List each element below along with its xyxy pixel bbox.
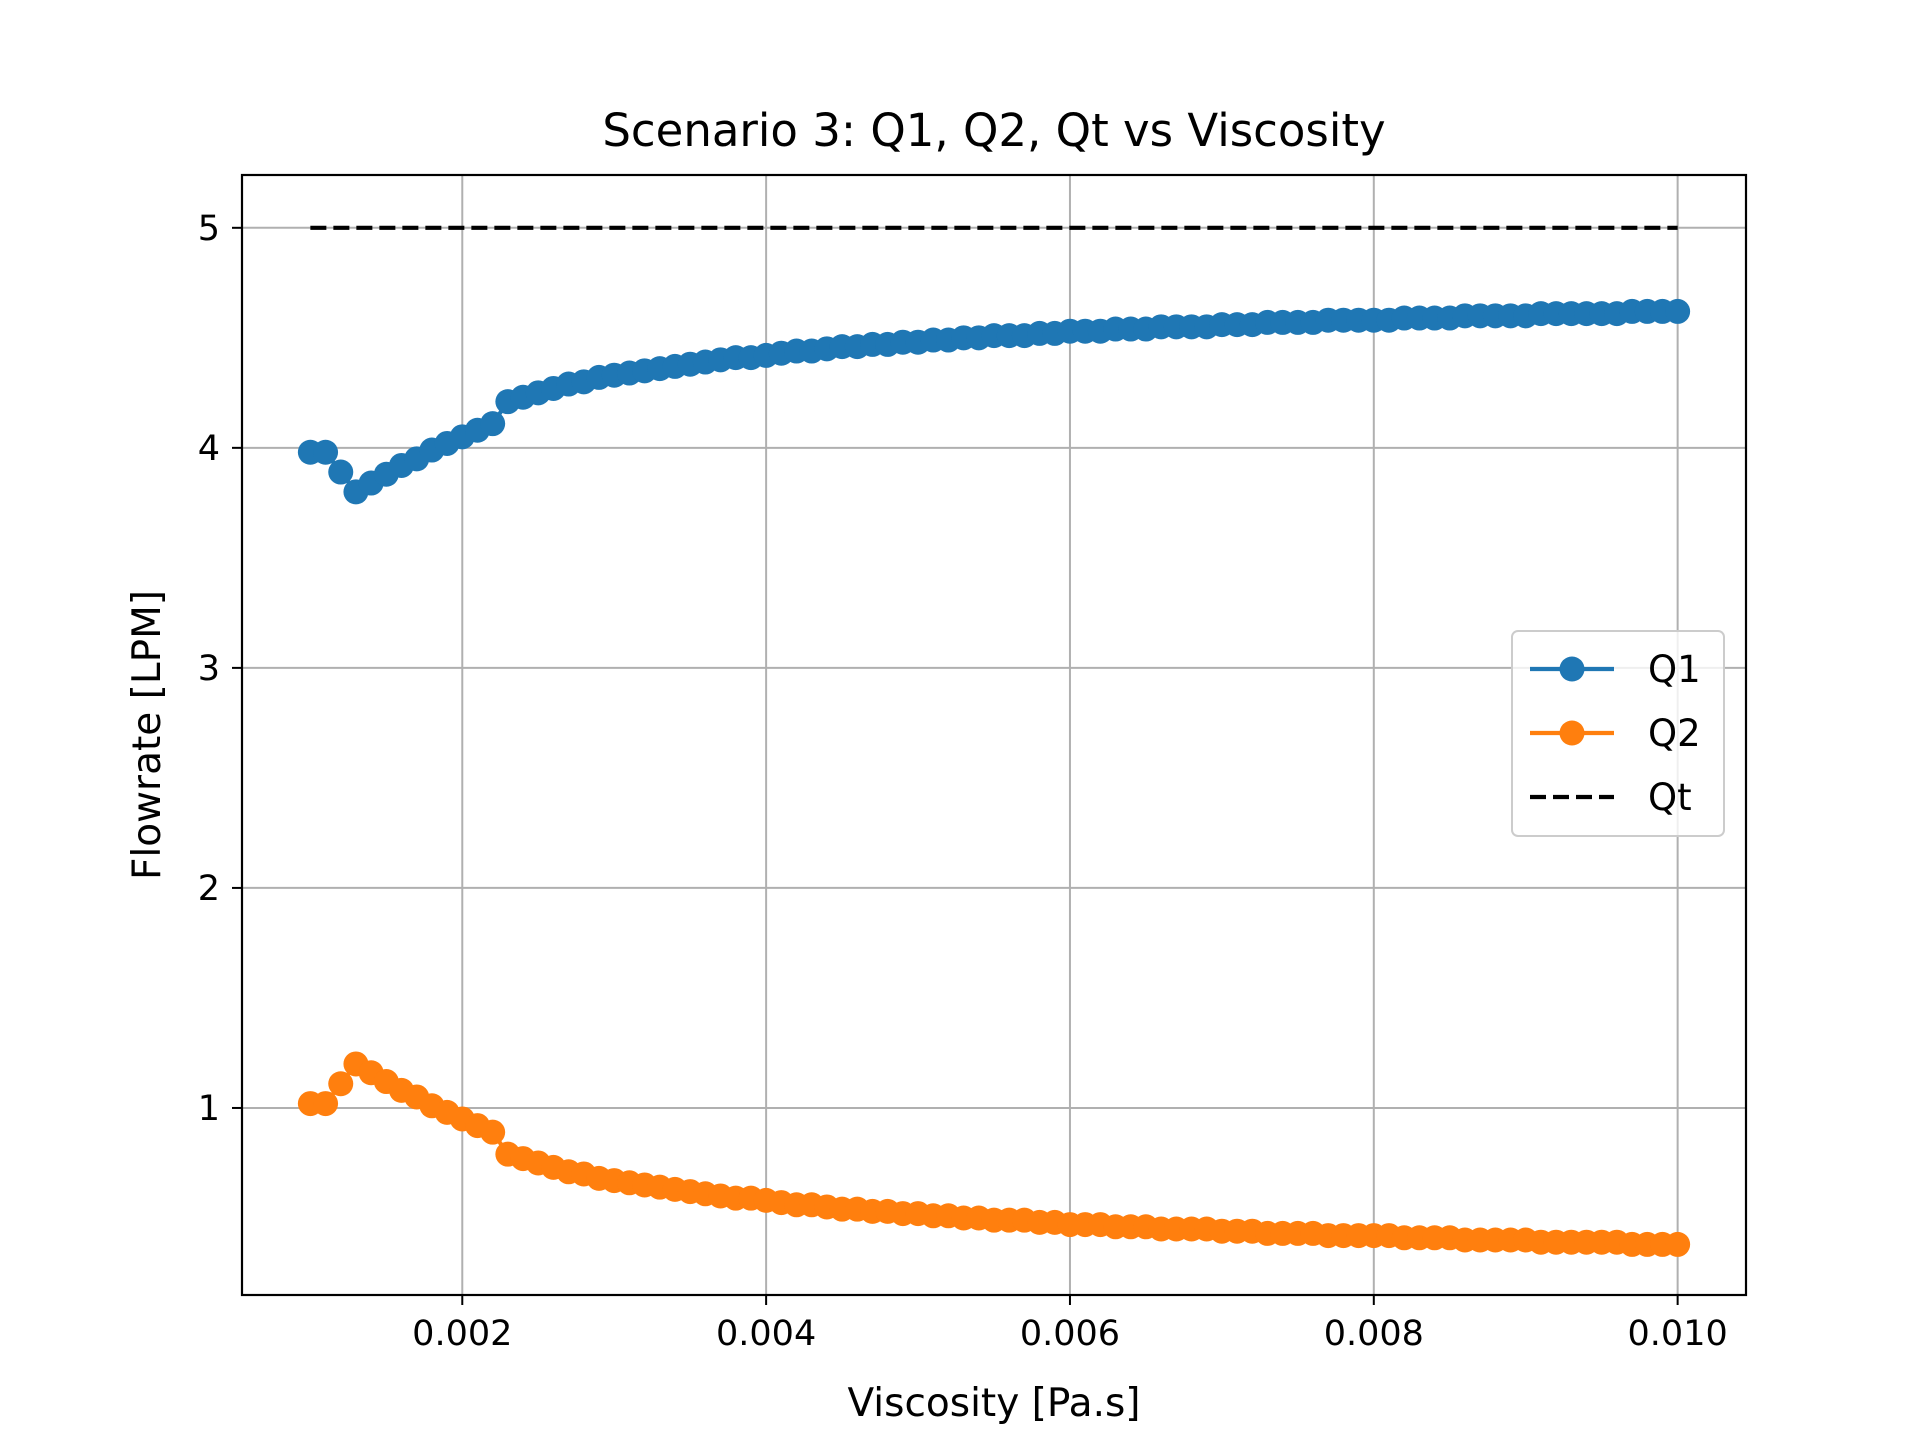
- legend-swatch-marker: [1559, 656, 1585, 682]
- plot-frame: [240, 173, 1748, 1297]
- x-tick-label: 0.010: [1628, 1314, 1728, 1354]
- x-tick-label: 0.004: [716, 1314, 816, 1354]
- y-axis: 1 2 3 4 5: [198, 209, 242, 1129]
- x-axis-label: Viscosity [Pa.s]: [847, 1381, 1140, 1426]
- legend-label: Q2: [1648, 712, 1701, 755]
- data-point-q1: [313, 439, 339, 465]
- data-point-q1: [1665, 298, 1691, 324]
- y-tick-label: 5: [198, 209, 220, 249]
- plot-series: [297, 225, 1691, 1257]
- y-tick-label: 3: [198, 649, 220, 689]
- x-tick-label: 0.002: [412, 1314, 512, 1354]
- data-point-q1: [328, 459, 354, 485]
- y-tick-label: 2: [198, 869, 220, 909]
- x-tick-label: 0.006: [1020, 1314, 1120, 1354]
- legend: Q1 Q2 Qt: [1511, 630, 1725, 837]
- legend-label: Q1: [1648, 648, 1701, 691]
- x-tick-label: 0.008: [1324, 1314, 1424, 1354]
- series-q2: [297, 1051, 1691, 1257]
- x-axis: 0.002 0.004 0.006 0.008 0.010: [412, 1295, 1728, 1354]
- chart-title: Scenario 3: Q1, Q2, Qt vs Viscosity: [602, 104, 1385, 157]
- legend-swatch-marker: [1559, 720, 1585, 746]
- data-point-q2: [480, 1119, 506, 1145]
- legend-item-qt: Qt: [1530, 776, 1692, 819]
- data-point-q2: [1665, 1231, 1691, 1257]
- legend-box: [1511, 630, 1725, 837]
- data-point-q2: [313, 1091, 339, 1117]
- y-tick-label: 1: [198, 1089, 220, 1129]
- series-q1: [297, 298, 1691, 505]
- data-point-q2: [328, 1071, 354, 1097]
- legend-item-q2: Q2: [1530, 712, 1701, 755]
- legend-label: Qt: [1648, 776, 1692, 819]
- data-point-q1: [480, 411, 506, 437]
- legend-item-q1: Q1: [1530, 648, 1701, 691]
- y-axis-label: Flowrate [LPM]: [125, 590, 170, 880]
- y-tick-label: 4: [198, 429, 220, 469]
